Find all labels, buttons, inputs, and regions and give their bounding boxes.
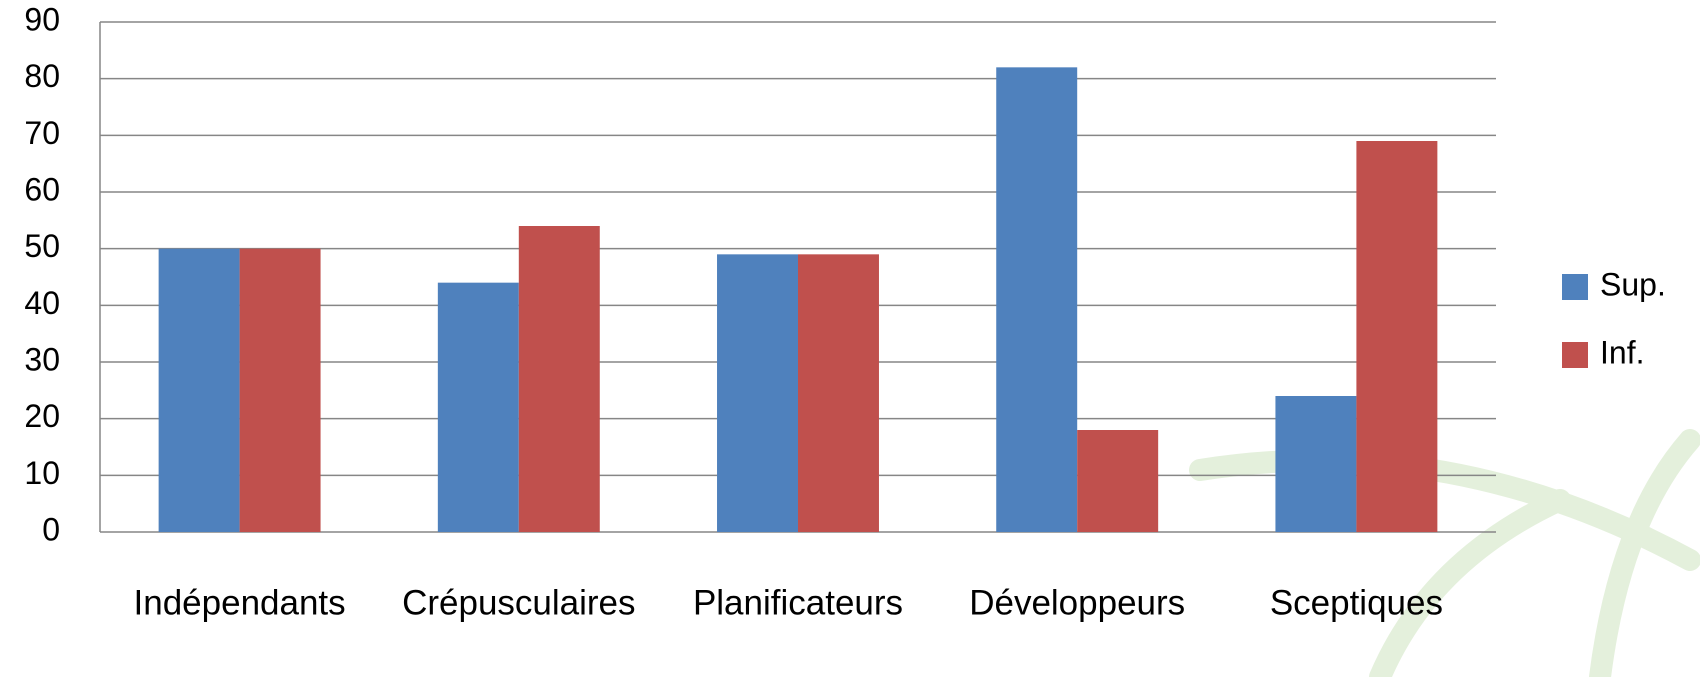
legend-label: Sup.	[1600, 266, 1666, 302]
bar	[1077, 430, 1159, 532]
y-tick-label: 20	[24, 398, 60, 434]
bar	[158, 248, 240, 532]
y-tick-label: 10	[24, 455, 60, 491]
bar	[798, 254, 879, 533]
x-tick-label: Indépendants	[134, 583, 346, 622]
background-decoration	[1189, 429, 1700, 677]
x-tick-label: Développeurs	[969, 583, 1185, 622]
bar	[437, 282, 519, 532]
y-tick-label: 50	[24, 228, 60, 264]
y-tick-label: 70	[24, 115, 60, 151]
x-tick-label: Crépusculaires	[402, 583, 635, 622]
x-tick-label: Planificateurs	[693, 583, 903, 622]
bar	[717, 254, 798, 533]
y-tick-label: 80	[24, 58, 60, 94]
y-tick-label: 90	[24, 1, 60, 37]
y-tick-label: 40	[24, 285, 60, 321]
bar	[1275, 396, 1357, 532]
bar	[239, 248, 321, 532]
legend-label: Inf.	[1600, 334, 1644, 370]
legend-swatch	[1562, 342, 1588, 368]
y-tick-label: 30	[24, 341, 60, 377]
bar	[1356, 141, 1438, 532]
bar	[996, 67, 1078, 532]
x-tick-label: Sceptiques	[1270, 583, 1443, 622]
y-tick-label: 0	[42, 511, 60, 547]
legend-swatch	[1562, 274, 1588, 300]
y-tick-label: 60	[24, 171, 60, 207]
bar	[518, 226, 600, 532]
